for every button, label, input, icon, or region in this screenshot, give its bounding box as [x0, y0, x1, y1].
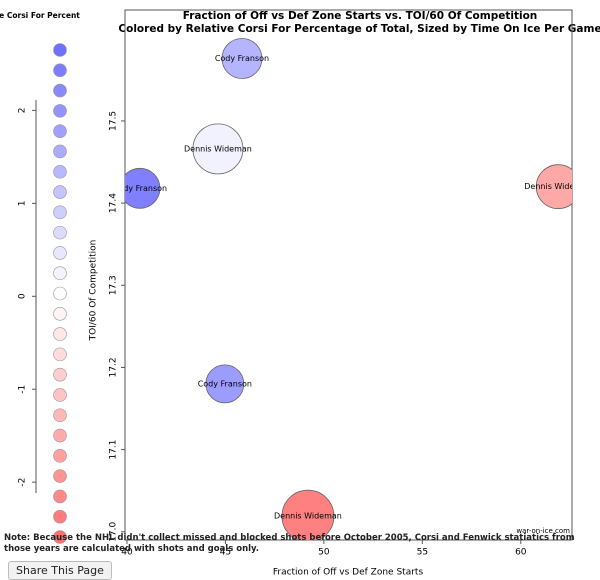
source: war-on-ice.com: [516, 527, 570, 535]
x-tick-label: 55: [417, 548, 428, 558]
y-tick-label: 17.4: [109, 193, 119, 213]
colorbar-swatch: [53, 246, 67, 260]
x-tick-label: 40: [121, 548, 133, 558]
y-tick-label: 17.3: [109, 275, 119, 295]
y-tick-label: 17.5: [109, 111, 119, 131]
colorbar-swatch: [53, 286, 67, 301]
colorbar-swatch: [53, 164, 67, 179]
colorbar-tick-label: 0: [18, 293, 28, 299]
colorbar-swatch: [53, 306, 67, 321]
colorbar-swatch: [53, 63, 67, 78]
y-axis-label: TOI/60 Of Competition: [89, 240, 99, 342]
colorbar-swatch: [53, 509, 67, 524]
colorbar-swatch: [53, 347, 67, 362]
y-tick-label: 17.1: [109, 440, 119, 460]
chart-title: Fraction of Off vs Def Zone Starts vs. T…: [183, 10, 538, 22]
colorbar-title: tive Corsi For Percent: [0, 11, 80, 20]
colorbar-tick-label: 1: [18, 200, 28, 206]
colorbar-swatch: [53, 367, 67, 382]
note: Note: Because the NHL didn't collect mis…: [4, 533, 575, 554]
colorbar-swatch: [53, 185, 67, 199]
colorbar-swatch: [53, 124, 67, 138]
bubble: [192, 123, 244, 175]
bubble-label: Cody Franson: [113, 184, 167, 193]
colorbar-tick-label: 2: [18, 108, 28, 114]
x-tick-label: 50: [318, 548, 330, 558]
colorbar-swatch: [53, 225, 67, 240]
colorbar-swatch: [53, 428, 67, 443]
colorbar-swatch: [53, 388, 67, 402]
bubble-label: Dennis Wideman: [524, 182, 592, 191]
colorbar-swatch: [53, 530, 67, 544]
bubble-label: Dennis Wideman: [184, 144, 252, 153]
bubble: [125, 167, 161, 209]
bubble: [205, 364, 245, 404]
colorbar-swatch: [53, 469, 67, 483]
colorbar-tick-label: -1: [18, 385, 28, 394]
bubble-label: Cody Franson: [198, 379, 252, 388]
y-tick-label: 17.2: [109, 357, 119, 377]
colorbar-swatch: [53, 327, 67, 341]
colorbar-swatch: [53, 83, 67, 98]
x-tick-label: 45: [220, 548, 231, 558]
colorbar-swatch: [53, 489, 67, 504]
bubble-label: Cody Franson: [215, 54, 269, 63]
chart-subtitle: Colored by Relative Corsi For Percentage…: [118, 23, 600, 35]
share-button[interactable]: Share This Page: [8, 561, 112, 580]
bubble: [535, 164, 572, 210]
bubble: [221, 38, 263, 79]
colorbar-swatch: [53, 144, 67, 159]
colorbar-swatch: [53, 408, 67, 423]
bubble: [281, 489, 335, 540]
colorbar-swatch: [53, 205, 67, 220]
y-tick-label: 17.0: [109, 521, 119, 541]
x-axis-label: Fraction of Off vs Def Zone Starts: [273, 568, 424, 578]
colorbar-swatch: [53, 43, 67, 57]
colorbar-tick-label: -2: [18, 478, 28, 487]
colorbar-swatch: [53, 104, 67, 118]
bubble-label: Dennis Wideman: [274, 512, 342, 521]
plot-frame: [124, 9, 573, 541]
colorbar-swatch: [53, 449, 67, 463]
colorbar-swatch: [53, 266, 67, 281]
x-tick-label: 60: [515, 548, 527, 558]
